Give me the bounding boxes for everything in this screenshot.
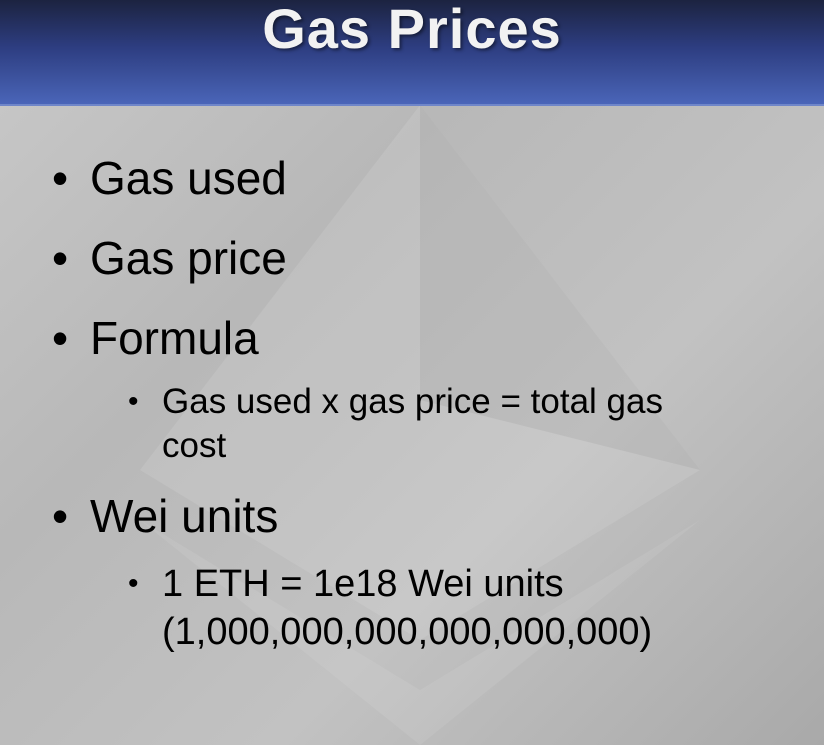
bullet-dot: •: [52, 490, 69, 542]
sub-bullet-dot: •: [128, 385, 139, 418]
bullet-text: Wei units: [90, 490, 279, 542]
bullet-dot: •: [52, 312, 69, 364]
sub-bullet-text: Gas used x gas price = total gas cost: [162, 382, 663, 465]
bullet-formula: • Formula: [52, 312, 259, 364]
bullet-text: Gas used: [90, 152, 287, 204]
slide-title: Gas Prices: [262, 0, 562, 60]
bullet-gas-price: • Gas price: [52, 232, 287, 284]
bullet-text: Gas price: [90, 232, 287, 284]
title-bar: Gas Prices: [0, 0, 824, 106]
sub-bullet-formula: • Gas used x gas price = total gas cost: [128, 380, 728, 468]
sub-bullet-text: 1 ETH = 1e18 Wei units (1,000,000,000,00…: [162, 563, 653, 653]
sub-bullet-wei: • 1 ETH = 1e18 Wei units (1,000,000,000,…: [128, 560, 778, 656]
bullet-dot: •: [52, 152, 69, 204]
bullet-wei-units: • Wei units: [52, 490, 278, 542]
bullet-gas-used: • Gas used: [52, 152, 287, 204]
sub-bullet-dot: •: [128, 567, 139, 600]
bullet-dot: •: [52, 232, 69, 284]
bullet-text: Formula: [90, 312, 259, 364]
